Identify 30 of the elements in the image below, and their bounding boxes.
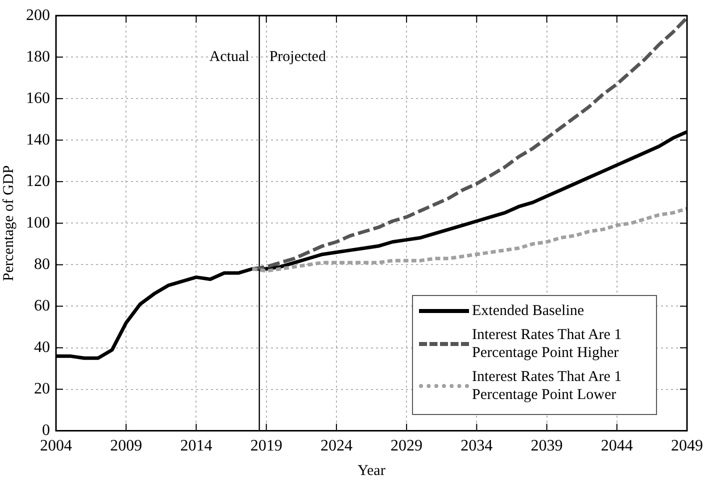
line-series (250, 16, 687, 271)
legend-label: Interest Rates That Are 1 Percentage Point Lower (472, 368, 623, 404)
y-tick-label: 80 (34, 256, 50, 273)
y-tick-label: 160 (26, 90, 50, 107)
x-tick-label: 2019 (250, 438, 282, 455)
x-tick-label: 2009 (110, 438, 142, 455)
legend-label: Interest Rates That Are 1 Percentage Point Higher (472, 326, 623, 362)
line-series (250, 206, 687, 273)
y-tick-label: 20 (34, 380, 50, 398)
annotation: Actual (209, 49, 250, 66)
x-axis-title: Year (358, 462, 386, 479)
legend-label: Extended Baseline (472, 302, 586, 320)
y-tick-label: 60 (34, 297, 50, 314)
x-tick-label: 2014 (180, 438, 212, 455)
x-tick-label: 2034 (460, 438, 493, 455)
y-tick-label: 40 (34, 338, 50, 356)
y-axis-title: Percentage of GDP (0, 165, 17, 282)
y-tick-label: 100 (26, 214, 50, 232)
x-tick-label: 2039 (530, 438, 563, 455)
x-tick-label: 2029 (390, 438, 423, 455)
y-tick-label: 0 (42, 422, 50, 440)
y-tick-label: 200 (26, 6, 50, 24)
y-tick-label: 120 (26, 172, 50, 190)
x-tick-label: 2004 (40, 438, 72, 455)
x-tick-label: 2049 (671, 438, 703, 455)
x-tick-label: 2044 (600, 438, 633, 455)
y-tick-label: 180 (26, 48, 50, 66)
annotation: Projected (269, 49, 326, 66)
x-tick-label: 2024 (320, 438, 352, 455)
y-tick-label: 140 (26, 131, 50, 148)
